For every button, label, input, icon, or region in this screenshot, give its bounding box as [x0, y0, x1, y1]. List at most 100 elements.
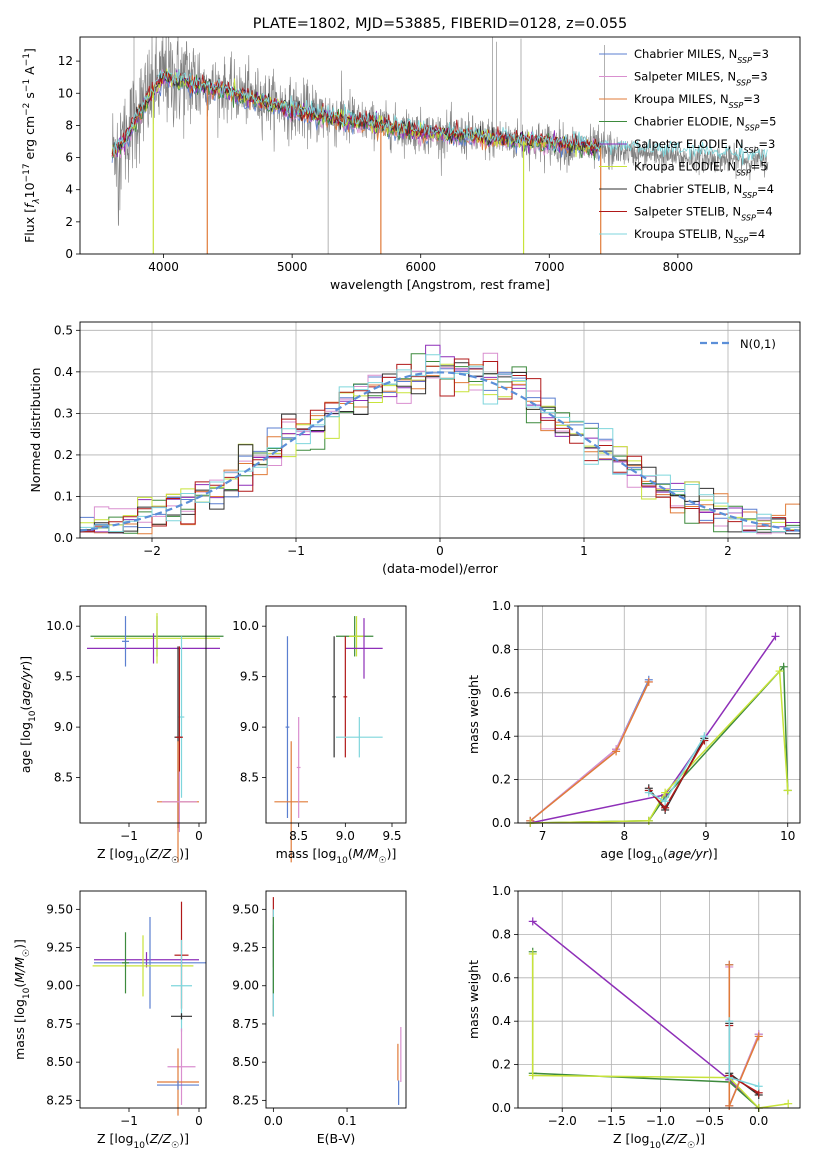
y-tick-label: 0.4 — [54, 365, 73, 379]
x-axis-label: Z [log10(Z/Z☉)] — [613, 1131, 705, 1151]
plot-area-age-vs-mass — [274, 616, 383, 863]
legend-label: Salpeter MILES, NSSP=3 — [634, 70, 768, 88]
label-part: 10 — [133, 1141, 145, 1151]
y-tick-label: 2 — [65, 215, 73, 229]
y-tick-label: 4 — [65, 183, 73, 197]
axes-frame — [517, 605, 801, 824]
x-axis-label: Z [log10(Z/Z☉)] — [97, 1131, 189, 1151]
legend: N(0,1) — [700, 337, 776, 351]
x-tick-label: 7 — [539, 829, 547, 843]
errorbar-point — [94, 613, 220, 664]
y-tick-label: 8.75 — [46, 1017, 73, 1031]
x-tick-label: −0.5 — [695, 1114, 724, 1128]
x-tick-label: −1 — [120, 1114, 138, 1128]
label-part: 10 — [22, 987, 32, 999]
labels-residuals: (data-model)/error Normed distribution — [28, 368, 499, 576]
axes-frame — [79, 890, 207, 1109]
label-part: SSP — [741, 213, 756, 222]
label-part: =5 — [760, 115, 777, 129]
label-part: erg cm — [22, 116, 37, 164]
label-part: )] — [179, 1131, 189, 1146]
errorbar-point — [122, 932, 129, 994]
weight-marker — [644, 677, 653, 686]
y-tick-label: 0 — [65, 247, 73, 261]
plot-area-spectrum — [111, 37, 769, 254]
y-tick-label: 9.00 — [232, 979, 259, 993]
x-tick-label: 9 — [702, 829, 710, 843]
legend-label: Kroupa MILES, NSSP=3 — [634, 92, 760, 110]
label-part: )] — [708, 846, 718, 861]
y-tick-label: 8.50 — [46, 1055, 73, 1069]
x-tick-label: −1 — [120, 829, 138, 843]
label-part: 10 — [336, 856, 348, 866]
label-part: )] — [695, 1131, 705, 1146]
figure-title: PLATE=1802, MJD=53885, FIBERID=0128, z=0… — [253, 16, 627, 32]
errorbar-point — [92, 935, 194, 997]
x-tick-label: −1.5 — [597, 1114, 626, 1128]
x-tick-label: 0.0 — [264, 1114, 283, 1128]
errorbar-point — [332, 636, 336, 758]
weight-marker — [612, 747, 621, 756]
weight-marker — [725, 1073, 734, 1082]
x-tick-label: 5000 — [277, 260, 308, 274]
errorbar-point — [296, 717, 301, 818]
labels-weight-vs-Z: Z [log10(Z/Z☉)] mass weight — [466, 960, 705, 1151]
label-part: ☉ — [171, 856, 179, 866]
legend-label: Salpeter STELIB, NSSP=4 — [634, 205, 773, 223]
y-tick-label: 0.0 — [492, 816, 511, 830]
residual-histogram-8 — [80, 354, 800, 533]
label-part: age/yr — [18, 665, 33, 706]
model-spectrum-8 — [111, 68, 768, 166]
labels-weight-vs-age: age [log10(age/yr)] mass weight — [466, 675, 718, 866]
y-tick-label: 0.4 — [492, 1014, 511, 1028]
y-tick-label: 0.6 — [492, 971, 511, 985]
x-tick-label: 0.0 — [749, 1114, 768, 1128]
weight-marker — [725, 1101, 734, 1110]
label-part: ☉ — [22, 949, 32, 957]
label-part: SSP — [736, 168, 751, 177]
x-tick-label: 10 — [780, 829, 795, 843]
weight-line-model-8 — [648, 735, 706, 803]
label-part: Kroupa STELIB, N — [634, 227, 734, 241]
y-tick-label: 9.50 — [232, 902, 259, 916]
label-part: ] — [22, 48, 37, 53]
label-part: −17 — [22, 163, 32, 182]
label-part: =4 — [757, 182, 774, 196]
axes-residuals: −2 −1 0 1 2 0.0 0.1 0.2 0.3 0.4 0.5 N(0,1) — [54, 321, 801, 558]
label-part: Z/Z — [149, 1131, 172, 1146]
errorbar-point — [171, 1013, 192, 1020]
label-part: SSP — [737, 56, 752, 65]
y-tick-label: 8.5 — [240, 771, 259, 785]
observed-spectrum — [111, 37, 769, 254]
label-part: Z [log — [97, 1131, 133, 1146]
label-part: ( — [18, 706, 33, 711]
legend-label: Kroupa ELODIE, NSSP=5 — [634, 160, 768, 178]
axes-age-vs-Z: −1 0 8.5 9.0 9.5 10.0 — [46, 605, 224, 863]
label-part: SSP — [742, 191, 757, 200]
errorbar-point — [274, 741, 308, 863]
weight-marker — [783, 786, 792, 795]
weight-line-model-1 — [529, 681, 650, 822]
weight-marker — [775, 667, 784, 676]
y-tick-label: 0.4 — [492, 729, 511, 743]
y-tick-label: 10 — [58, 86, 73, 100]
x-tick-label: 9.5 — [382, 829, 401, 843]
label-part: 10 — [652, 856, 664, 866]
weight-marker — [700, 732, 709, 741]
weight-marker — [784, 1099, 793, 1108]
weight-marker — [754, 1032, 763, 1041]
label-part: Salpeter ELODIE, N — [634, 137, 744, 151]
x-tick-label: 0 — [436, 544, 444, 558]
label-part: Kroupa MILES, N — [634, 92, 729, 106]
weight-line-model-2 — [529, 681, 650, 822]
y-tick-label: 0.8 — [492, 927, 511, 941]
label-part: )] — [18, 656, 33, 666]
y-tick-label: 10.0 — [232, 619, 259, 633]
x-axis-label: E(B-V) — [317, 1131, 356, 1146]
label-part: M/M — [12, 957, 27, 983]
label-part: ( — [145, 846, 150, 861]
y-tick-label: 10.0 — [46, 619, 73, 633]
x-tick-label: 0.1 — [338, 1114, 357, 1128]
x-tick-label: 4000 — [148, 260, 179, 274]
label-part: Z/Z — [665, 1131, 688, 1146]
